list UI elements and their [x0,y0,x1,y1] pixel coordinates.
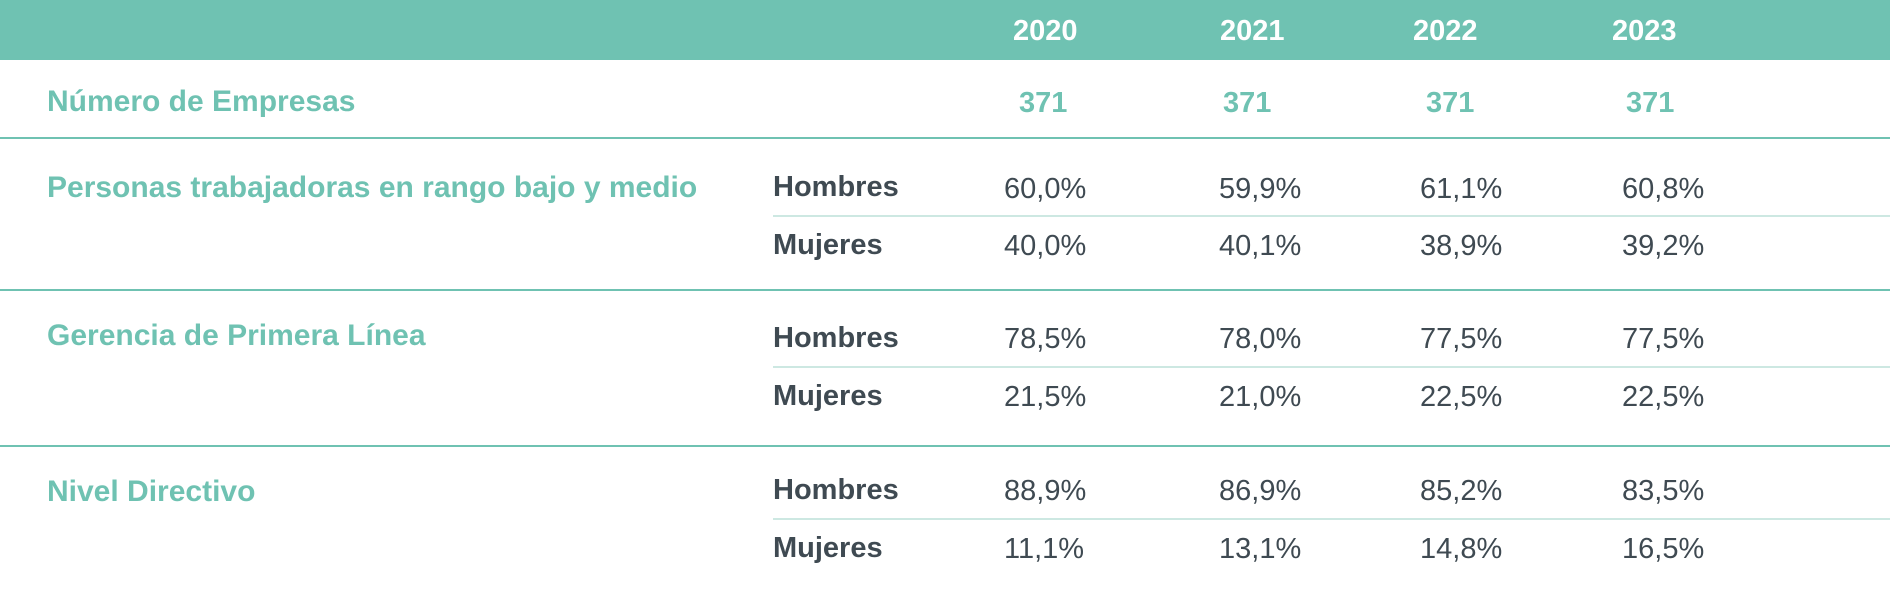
percent-cell: 59,9% [1219,173,1302,205]
percent-cell: 78,5% [1004,323,1087,355]
percent-cell: 21,0% [1219,381,1302,413]
percent-cell: 83,5% [1622,475,1705,507]
percent-cell: 85,2% [1420,475,1503,507]
percent-cell: 14,8% [1420,533,1503,565]
row-divider [773,518,1890,520]
gender-label: Hombres [773,171,899,203]
section-divider [0,137,1890,139]
percent-cell: 22,5% [1622,381,1705,413]
gender-label: Mujeres [773,380,883,412]
percent-cell: 40,0% [1004,230,1087,262]
category-label: Nivel Directivo [47,475,256,508]
row-divider [773,366,1890,368]
percent-cell: 88,9% [1004,475,1087,507]
percent-cell: 61,1% [1420,173,1503,205]
year-header: 2022 [1413,15,1478,47]
companies-label: Número de Empresas [47,85,356,118]
category-label: Personas trabajadoras en rango bajo y me… [47,171,698,204]
year-header: 2023 [1612,15,1677,47]
percent-cell: 77,5% [1420,323,1503,355]
gender-label: Mujeres [773,229,883,261]
year-header: 2021 [1220,15,1285,47]
percent-cell: 78,0% [1219,323,1302,355]
category-label: Gerencia de Primera Línea [47,319,426,352]
header-bar [0,0,1890,60]
year-header: 2020 [1013,15,1078,47]
percent-cell: 13,1% [1219,533,1302,565]
percent-cell: 60,0% [1004,173,1087,205]
companies-count: 371 [1223,87,1272,119]
percent-cell: 22,5% [1420,381,1503,413]
percent-cell: 16,5% [1622,533,1705,565]
percent-cell: 60,8% [1622,173,1705,205]
gender-label: Mujeres [773,532,883,564]
percent-cell: 86,9% [1219,475,1302,507]
percent-cell: 21,5% [1004,381,1087,413]
gender-label: Hombres [773,474,899,506]
companies-count: 371 [1019,87,1068,119]
percent-cell: 11,1% [1004,533,1085,565]
section-divider [0,445,1890,447]
section-divider [0,289,1890,291]
percent-cell: 38,9% [1420,230,1503,262]
percent-cell: 77,5% [1622,323,1705,355]
row-divider [773,215,1890,217]
percent-cell: 40,1% [1219,230,1302,262]
companies-count: 371 [1626,87,1675,119]
companies-count: 371 [1426,87,1475,119]
percent-cell: 39,2% [1622,230,1705,262]
gender-label: Hombres [773,322,899,354]
